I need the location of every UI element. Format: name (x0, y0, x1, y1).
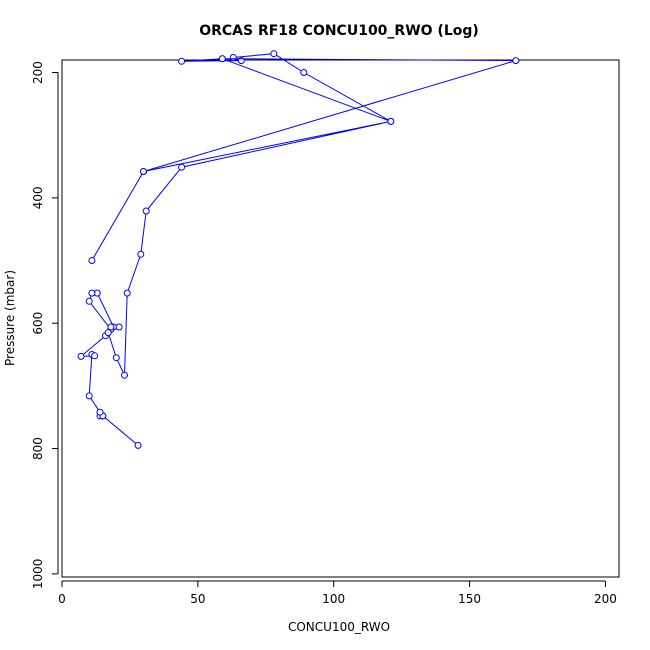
y-tick-label: 200 (31, 61, 45, 84)
x-tick-label: 200 (594, 592, 617, 606)
chart-title: ORCAS RF18 CONCU100_RWO (Log) (199, 23, 479, 39)
data-point (123, 289, 131, 297)
data-point (300, 69, 308, 76)
data-point (140, 168, 147, 175)
series-layer (77, 50, 520, 449)
y-tick-label: 400 (31, 186, 45, 209)
data-point (121, 371, 128, 379)
data-point (96, 408, 104, 416)
data-point (134, 441, 142, 449)
data-point (229, 54, 237, 61)
x-tick-label: 0 (58, 592, 66, 606)
x-tick-label: 50 (190, 592, 205, 606)
data-point (85, 297, 93, 305)
data-point (137, 250, 145, 258)
data-point (91, 352, 99, 360)
data-point (178, 163, 186, 171)
data-point (270, 50, 278, 58)
data-point (178, 57, 186, 65)
data-point (387, 117, 395, 125)
data-point (112, 354, 120, 362)
data-point (88, 257, 96, 264)
x-tick-label: 150 (458, 592, 481, 606)
data-point (115, 323, 123, 331)
data-point (107, 323, 115, 331)
data-point (512, 57, 520, 65)
data-point (77, 352, 85, 360)
plot-frame (61, 59, 620, 578)
data-point (85, 392, 93, 400)
x-tick-label: 100 (322, 592, 345, 606)
y-tick-label: 600 (31, 312, 45, 335)
data-point (218, 55, 226, 63)
y-axis-label: Pressure (mbar) (3, 270, 17, 366)
y-tick-label: 800 (31, 437, 45, 460)
series-line (143, 58, 516, 172)
data-point (88, 289, 96, 297)
y-tick-label: 1000 (31, 559, 45, 590)
data-point (104, 329, 112, 337)
data-point (142, 207, 150, 215)
x-axis: 0 50 100 150 200 (58, 580, 617, 606)
series-line (79, 53, 393, 446)
y-axis: 200 400 600 800 1000 (31, 61, 59, 590)
x-axis-label: CONCU100_RWO (288, 620, 390, 634)
